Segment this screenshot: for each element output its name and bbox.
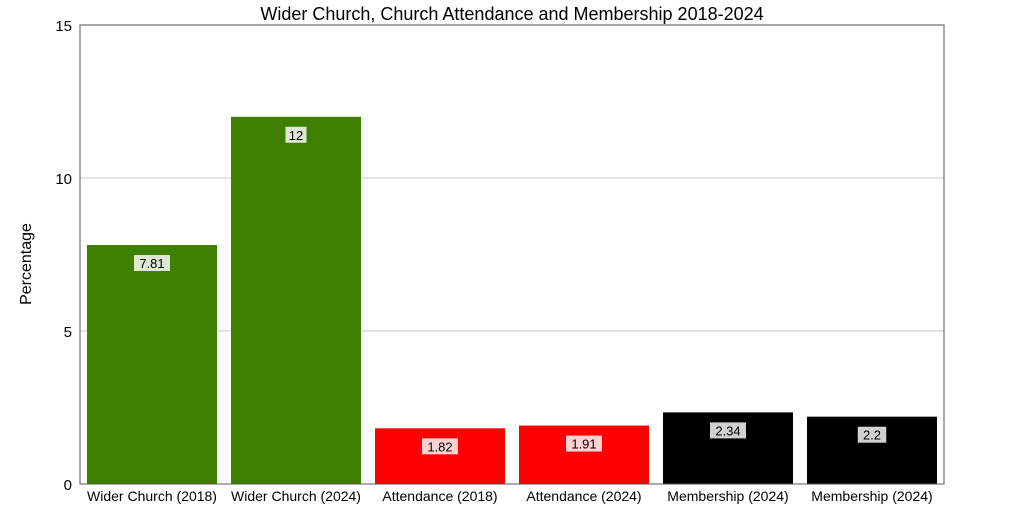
data-label: 7.81 (139, 256, 164, 271)
data-label-background (134, 255, 170, 272)
data-label-background (857, 426, 887, 443)
y-axis-label: Percentage (18, 223, 35, 305)
data-label: 1.91 (571, 437, 596, 452)
y-tick-label: 15 (55, 18, 72, 35)
x-tick-label: Wider Church (2018) (87, 488, 217, 504)
bar (519, 425, 649, 484)
bar (87, 245, 217, 484)
chart-title: Wider Church, Church Attendance and Memb… (260, 4, 763, 24)
y-tick-label: 10 (55, 171, 72, 188)
x-tick-label: Wider Church (2024) (231, 488, 361, 504)
x-tick-label: Attendance (2018) (382, 488, 497, 504)
data-label-background (422, 438, 458, 455)
data-label-background (285, 126, 307, 143)
data-label: 2.2 (863, 428, 881, 443)
data-label-background (710, 422, 746, 439)
data-label: 1.82 (427, 439, 452, 454)
data-label-background (566, 435, 602, 452)
y-tick-label: 0 (64, 477, 72, 494)
data-label: 12 (289, 128, 303, 143)
data-label: 2.34 (715, 423, 740, 438)
y-tick-label: 5 (64, 324, 72, 341)
bar (375, 428, 505, 484)
x-tick-label: Attendance (2024) (526, 488, 641, 504)
plot-frame (79, 24, 945, 485)
x-tick-label: Membership (2024) (811, 488, 932, 504)
x-tick-label: Membership (2024) (667, 488, 788, 504)
bar (231, 116, 361, 485)
